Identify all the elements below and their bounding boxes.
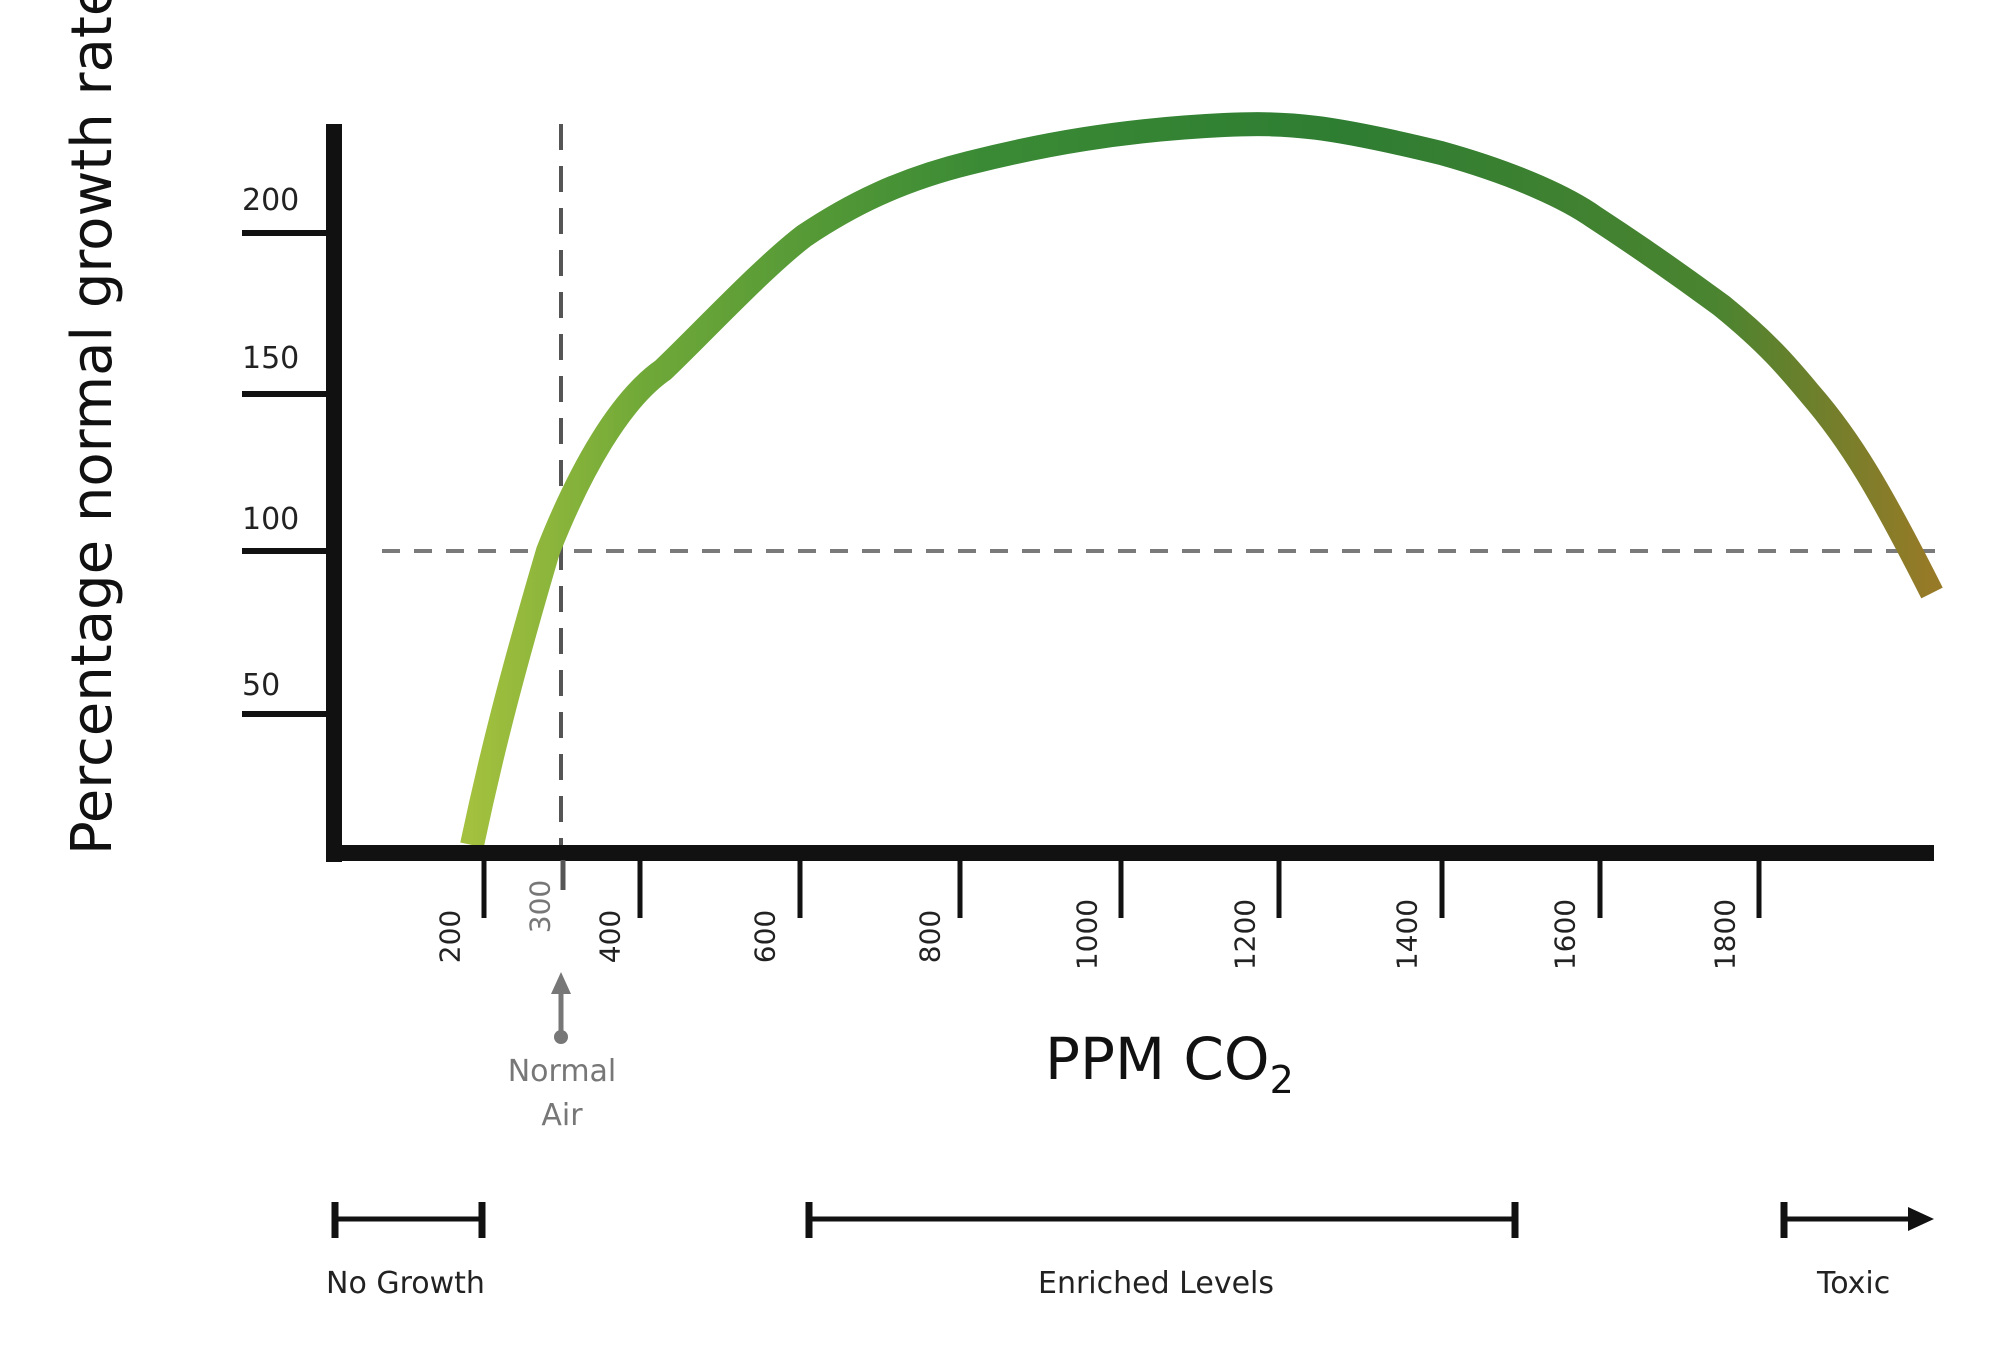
x-tick-label-1200: 1200 <box>1228 898 1262 971</box>
x-tick-label-300: 300 <box>523 879 557 934</box>
growth-curve <box>460 112 1943 848</box>
x-axis-title: PPM CO2 <box>1045 1025 1294 1102</box>
y-tick-label-100: 100 <box>242 502 300 537</box>
y-tick-label-50: 50 <box>242 668 281 703</box>
x-ticks <box>481 860 1762 918</box>
normal-air-line1: Normal <box>507 1054 617 1089</box>
x-tick-label-1400: 1400 <box>1390 898 1424 971</box>
range-no-growth-bar <box>331 1202 486 1238</box>
y-tick-label-150: 150 <box>242 341 300 376</box>
x-tick-label-600: 600 <box>748 909 782 964</box>
y-axis-label: Percentage normal growth rate <box>60 0 125 855</box>
range-label-no-growth: No Growth <box>326 1266 485 1301</box>
x-tick-label-1600: 1600 <box>1548 898 1582 971</box>
y-ticks <box>242 230 326 717</box>
x-axis-title-subscript: 2 <box>1269 1058 1294 1102</box>
x-tick-label-1000: 1000 <box>1070 898 1104 971</box>
range-label-enriched: Enriched Levels <box>1038 1266 1275 1301</box>
normal-air-line2: Air <box>541 1098 583 1133</box>
x-axis-title-main: PPM CO <box>1045 1025 1270 1093</box>
range-label-toxic: Toxic <box>1817 1266 1891 1301</box>
normal-air-annotation: Normal Air <box>492 1050 632 1138</box>
x-tick-label-200: 200 <box>433 909 467 964</box>
range-enriched-bar <box>805 1202 1519 1238</box>
x-tick-label-800: 800 <box>913 909 947 964</box>
x-tick-label-400: 400 <box>593 909 627 964</box>
x-tick-label-1800: 1800 <box>1708 898 1742 971</box>
normal-air-arrow-icon <box>551 972 571 1044</box>
y-tick-label-200: 200 <box>242 183 300 218</box>
toxic-arrow-icon <box>1908 1207 1934 1231</box>
range-toxic-bar <box>1780 1202 1915 1238</box>
